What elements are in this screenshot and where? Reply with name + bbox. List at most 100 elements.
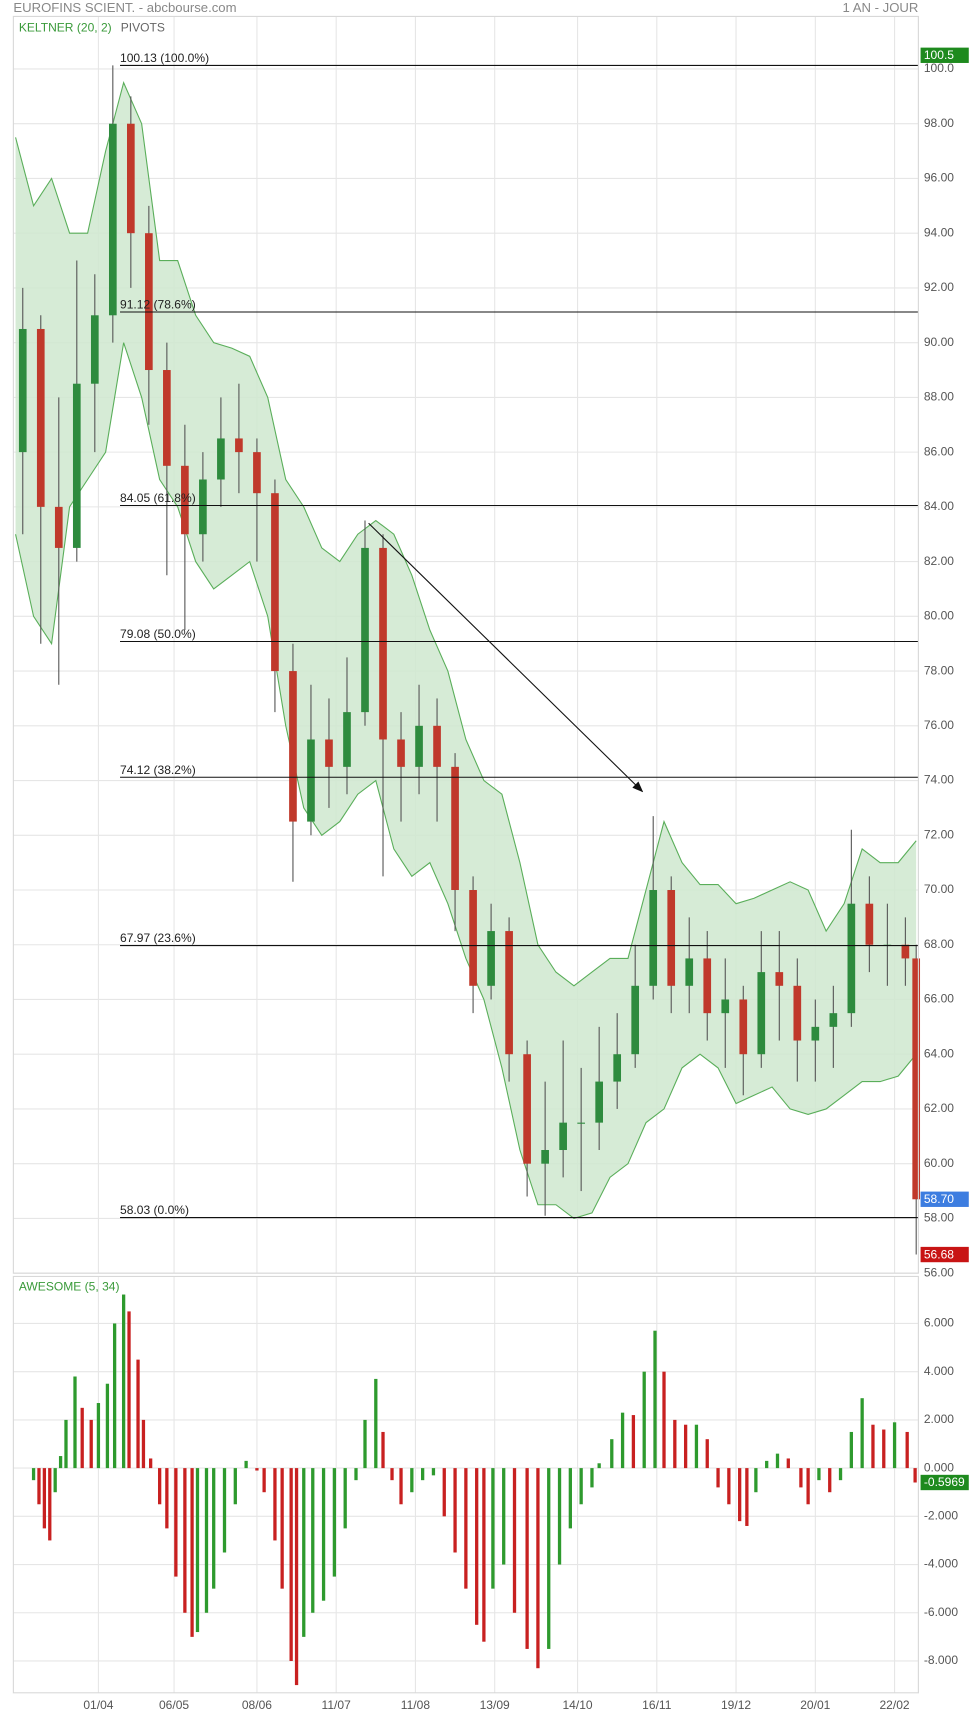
oscillator-bar	[302, 1468, 306, 1637]
oscillator-bar	[620, 1412, 625, 1469]
oscillator-bar	[280, 1468, 284, 1589]
y-tick-label: 88.00	[924, 390, 954, 404]
candle-body	[523, 1054, 531, 1164]
oscillator-bar	[255, 1468, 259, 1471]
oscillator-bar	[738, 1468, 742, 1522]
oscillator-bar	[799, 1468, 803, 1488]
oscillator-bar	[547, 1468, 551, 1649]
y-tick-label: 2.000	[924, 1412, 954, 1426]
oscillator-bar	[727, 1468, 731, 1505]
oscillator-bar	[905, 1431, 909, 1469]
pivot-label: 74.12 (38.2%)	[120, 763, 196, 777]
candle-body	[505, 931, 513, 1055]
band-fill	[15, 82, 917, 1219]
x-tick-label: 01/04	[83, 1698, 113, 1712]
y-tick-label: -2.000	[924, 1509, 958, 1523]
oscillator-bar	[871, 1424, 875, 1469]
candle-body	[685, 958, 694, 986]
band-upper	[15, 81, 917, 987]
candle-body	[379, 547, 387, 740]
x-tick-label: 22/02	[879, 1698, 909, 1712]
oscillator-bar	[381, 1431, 385, 1469]
oscillator-bar	[399, 1468, 403, 1505]
oscillator-bar	[653, 1330, 657, 1469]
oscillator-bar	[765, 1460, 769, 1469]
oscillator-bar	[212, 1468, 216, 1589]
oscillator-bar	[453, 1468, 457, 1553]
oscillator-bar	[482, 1468, 486, 1642]
candle-body	[108, 123, 117, 316]
oscillator-bar	[149, 1458, 153, 1469]
oscillator-bar	[58, 1456, 63, 1469]
y-tick-label: 76.00	[924, 718, 954, 732]
y-tick-label: 78.00	[924, 663, 954, 677]
oscillator-bar	[158, 1468, 162, 1505]
oscillator-bar	[204, 1468, 209, 1613]
price-badge-label: -0.5969	[924, 1475, 965, 1489]
oscillator-bar	[390, 1468, 394, 1481]
oscillator-bar	[136, 1359, 140, 1469]
y-tick-label: 100.0	[924, 61, 954, 75]
pivot-label: 84.05 (61.8%)	[120, 491, 196, 505]
candle-body	[613, 1054, 622, 1082]
candle-body	[235, 438, 243, 453]
oscillator-bar	[817, 1468, 821, 1481]
y-tick-label: 6.000	[924, 1316, 954, 1330]
y-tick-label: 56.00	[924, 1265, 954, 1279]
oscillator-bar	[597, 1463, 601, 1469]
oscillator-bar	[579, 1468, 583, 1505]
y-tick-label: 58.00	[924, 1211, 954, 1225]
oscillator-bar	[374, 1378, 378, 1469]
oscillator-bar	[410, 1468, 414, 1493]
oscillator-bar	[716, 1468, 720, 1488]
candle-body	[649, 890, 658, 986]
oscillator-bar	[745, 1468, 749, 1526]
candle-body	[847, 903, 856, 1014]
oscillator-bar	[294, 1468, 299, 1686]
oscillator-bar	[590, 1468, 594, 1488]
candle-body	[739, 999, 748, 1055]
candle-body	[559, 1122, 567, 1151]
x-tick-label: 16/11	[642, 1698, 672, 1712]
candle-body	[72, 383, 81, 548]
candle-body	[163, 370, 171, 466]
y-tick-label: 0.000	[924, 1460, 954, 1474]
oscillator-bar	[860, 1398, 864, 1469]
y-tick-label: 86.00	[924, 444, 954, 458]
candle-body	[181, 465, 189, 535]
oscillator-bar	[112, 1323, 117, 1469]
oscillator-bar	[512, 1468, 517, 1613]
price-panel	[12, 15, 919, 1274]
pivot-label: 91.12 (78.6%)	[120, 298, 196, 312]
candle-body	[793, 985, 802, 1041]
oscillator-bar	[786, 1458, 790, 1469]
candle-body	[199, 479, 207, 535]
oscillator-panel	[12, 1275, 919, 1694]
price-badge-label: 56.68	[924, 1247, 954, 1261]
y-tick-label: -4.000	[924, 1557, 958, 1571]
candle-body	[36, 328, 45, 507]
pivots-label: PIVOTS	[121, 21, 165, 35]
oscillator-bar	[557, 1468, 562, 1565]
candle-body	[667, 890, 676, 986]
x-tick-label: 06/05	[159, 1698, 189, 1712]
oscillator-bar	[464, 1468, 468, 1589]
candle-body	[271, 493, 279, 672]
oscillator-bar	[683, 1424, 688, 1469]
candle-body	[361, 547, 369, 713]
oscillator-bar	[882, 1429, 886, 1469]
oscillator-bar	[121, 1294, 126, 1469]
band-lower	[15, 342, 917, 1220]
candle-body	[145, 233, 153, 371]
oscillator-bar	[244, 1460, 248, 1469]
oscillator-bar	[73, 1376, 77, 1469]
oscillator-bar	[849, 1431, 853, 1469]
y-tick-label: 82.00	[924, 554, 954, 568]
oscillator-bar	[363, 1419, 367, 1469]
oscillator-bar	[262, 1468, 266, 1493]
price-badge	[920, 1191, 969, 1207]
x-tick-label: 19/12	[721, 1698, 751, 1712]
candle-body	[487, 931, 495, 986]
candle-body	[631, 985, 640, 1055]
oscillator-bar	[332, 1468, 337, 1577]
